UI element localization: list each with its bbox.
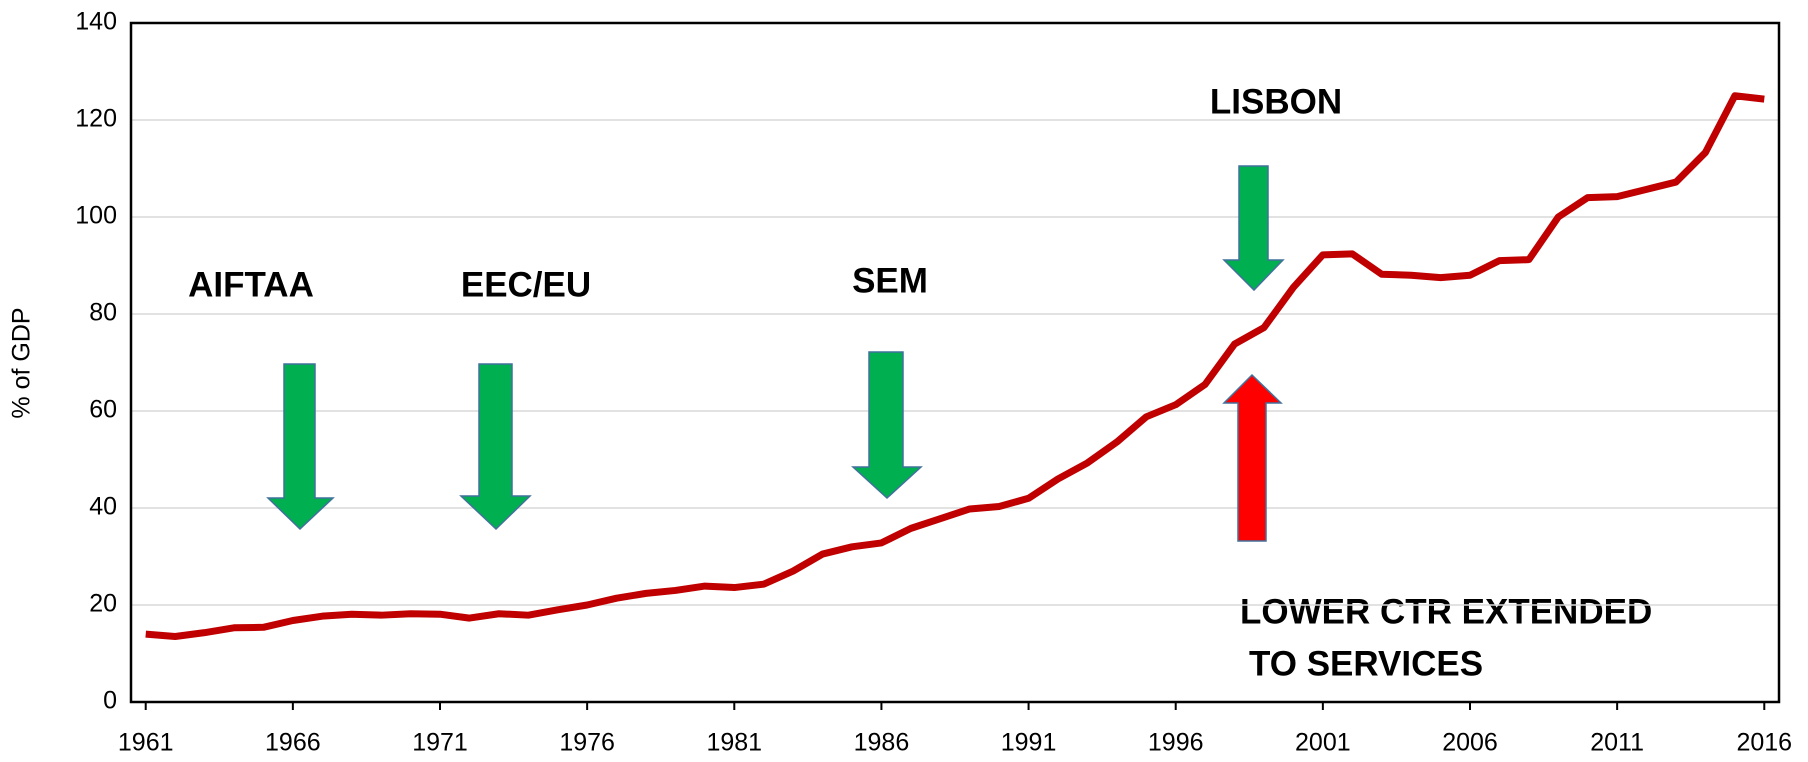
x-tick-label: 1996 — [1148, 729, 1204, 757]
y-tick-label: 120 — [75, 105, 117, 133]
y-tick-label: 20 — [89, 590, 117, 618]
x-tick-label: 2001 — [1295, 729, 1351, 757]
annotation: SEM — [852, 261, 928, 300]
annotation: TO SERVICES — [1249, 644, 1483, 683]
annotation: EEC/EU — [461, 265, 591, 304]
x-tick-label: 1981 — [706, 729, 762, 757]
down-arrow — [851, 351, 923, 500]
y-tick-label: 60 — [89, 396, 117, 424]
annotation: LISBON — [1210, 82, 1342, 121]
annotation: AIFTAA — [188, 265, 314, 304]
x-tick-label: 2016 — [1736, 729, 1792, 757]
x-tick-label: 1991 — [1001, 729, 1057, 757]
x-tick-label: 1966 — [265, 729, 321, 757]
x-tick-label: 2011 — [1590, 729, 1644, 757]
y-tick-label: 100 — [75, 202, 117, 230]
x-tick-label: 1971 — [412, 729, 468, 757]
arrows — [266, 165, 1285, 542]
y-tick-label: 40 — [89, 493, 117, 521]
y-tick-label: 140 — [75, 8, 117, 36]
annotation: LOWER CTR EXTENDED — [1240, 592, 1652, 631]
line-series — [145, 92, 1765, 641]
y-axis-label: % of GDP — [8, 307, 36, 418]
x-tick-label: 1976 — [559, 729, 615, 757]
x-tick-label: 1986 — [854, 729, 910, 757]
x-tick-label: 2006 — [1442, 729, 1498, 757]
up-arrow — [1222, 373, 1283, 542]
y-tick-label: 80 — [89, 299, 117, 327]
down-arrow — [1222, 165, 1285, 292]
x-tick-label: 1961 — [118, 729, 174, 757]
down-arrow — [266, 363, 335, 531]
down-arrow — [459, 363, 532, 531]
plot-frame — [129, 21, 1781, 704]
y-tick-label: 0 — [103, 687, 117, 715]
